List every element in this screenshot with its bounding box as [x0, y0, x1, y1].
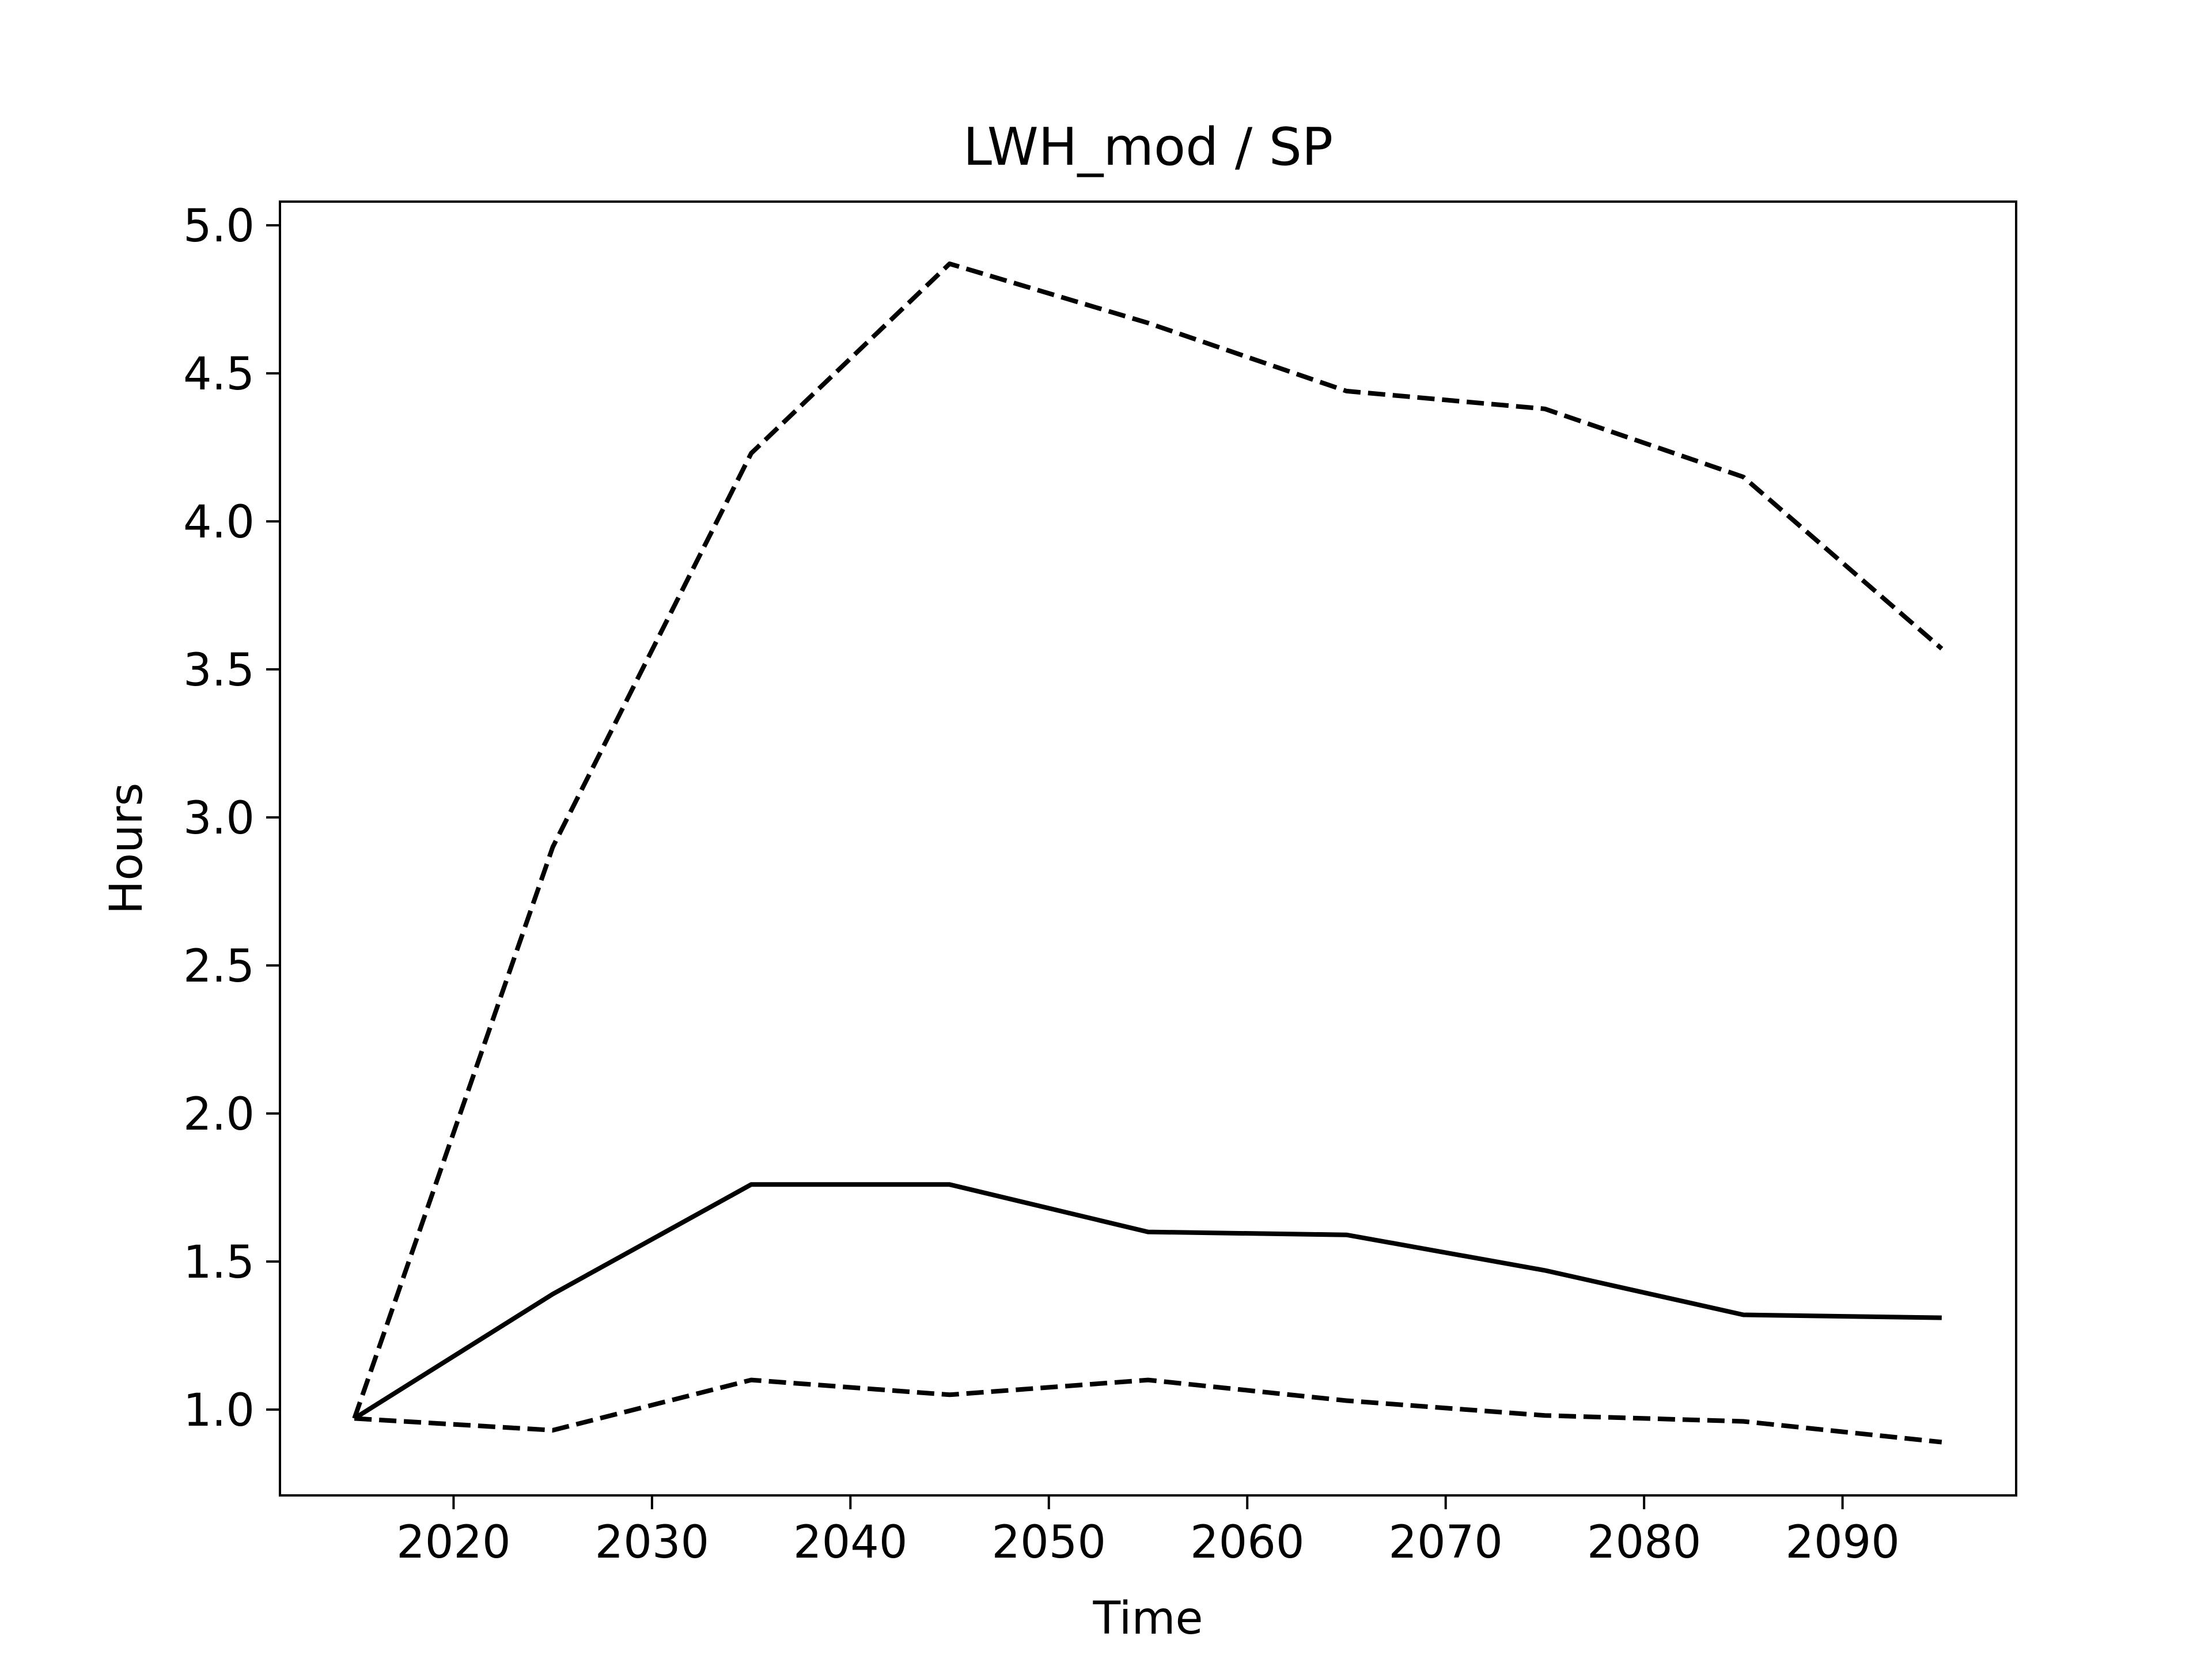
x-tick-label: 2030 [595, 1517, 710, 1569]
x-tick-label: 2050 [992, 1517, 1107, 1569]
y-tick-label: 4.0 [183, 497, 255, 548]
y-tick-label: 4.5 [183, 349, 255, 400]
y-axis-label: Hours [101, 783, 153, 915]
chart-title: LWH_mod / SP [963, 117, 1333, 177]
x-tick-label: 2040 [793, 1517, 908, 1569]
y-tick-label: 3.5 [183, 645, 255, 696]
x-tick-label: 2060 [1190, 1517, 1305, 1569]
x-axis: 2020 2030 2040 2050 2060 2070 2080 2090 [396, 1495, 1900, 1569]
y-tick-label: 1.5 [183, 1237, 255, 1289]
y-axis: 1.0 1.5 2.0 2.5 3.0 3.5 4.0 4.5 5.0 [183, 200, 280, 1437]
x-tick-label: 2070 [1388, 1517, 1503, 1569]
series-layer [352, 261, 1944, 1445]
y-tick-label: 2.5 [183, 941, 255, 993]
series-line-1 [352, 261, 1944, 1419]
y-tick-label: 3.0 [183, 793, 255, 844]
x-tick-label: 2080 [1587, 1517, 1702, 1569]
plot-frame [279, 200, 2017, 1497]
series-line-3 [354, 1377, 1942, 1445]
series-line-2 [353, 1182, 1942, 1421]
y-tick-label: 1.0 [183, 1385, 255, 1437]
y-tick-label: 2.0 [183, 1089, 255, 1141]
x-tick-label: 2090 [1785, 1517, 1900, 1569]
x-axis-label: Time [1093, 1593, 1203, 1645]
y-tick-label: 5.0 [183, 200, 255, 252]
x-tick-label: 2020 [396, 1517, 511, 1569]
